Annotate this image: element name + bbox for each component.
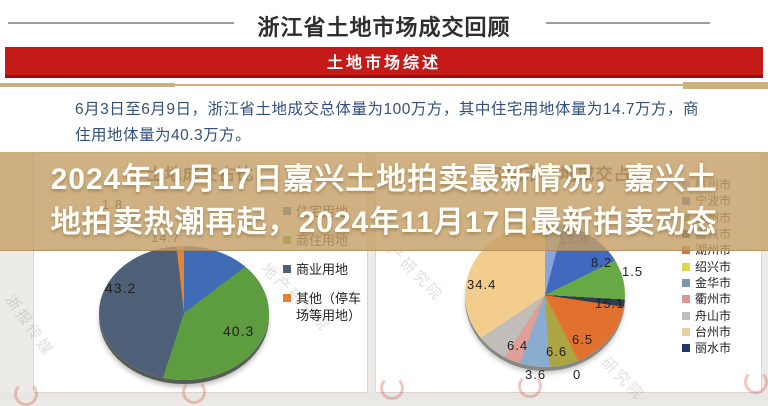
watermark-logo-icon xyxy=(744,370,768,394)
watermark-logo-icon xyxy=(380,376,404,400)
legend-label: 丽水市 xyxy=(695,341,732,356)
gold-divider xyxy=(0,84,768,86)
legend-label: 台州市 xyxy=(695,324,732,339)
pie-value-label: 0 xyxy=(573,367,582,382)
gold-divider-left-cap xyxy=(0,83,175,87)
watermark-logo-icon xyxy=(518,374,542,398)
section-banner: 土地市场综述 xyxy=(5,47,763,78)
legend-swatch-icon xyxy=(283,294,291,302)
legend-swatch-icon xyxy=(682,344,690,353)
title-dash-right xyxy=(546,22,710,24)
caption-overlay: 2024年11月17日嘉兴土地拍卖最新情况，嘉兴土 地拍卖热潮再起，2024年1… xyxy=(0,152,768,251)
legend-item: 绍兴市 xyxy=(682,258,760,274)
legend-label: 金华市 xyxy=(695,275,732,290)
summary-paragraph: 6月3日至6月9日，浙江省土地成交总体量为100万方，其中住宅用地体量为14.7… xyxy=(75,101,700,144)
pie-value-label: 1.5 xyxy=(622,264,644,279)
header-section: 浙江省土地市场成交回顾 土地市场综述 6月3日至6月9日，浙江省土地成交总体量为… xyxy=(0,0,768,152)
title-dash-left xyxy=(8,22,234,24)
legend-item: 衢州市 xyxy=(682,291,760,307)
legend-swatch-icon xyxy=(682,262,690,271)
legend-swatch-icon xyxy=(283,265,291,273)
legend-label: 其他（停车场等用地） xyxy=(296,291,362,323)
pie-value-label: 43.2 xyxy=(105,280,137,296)
title-row: 浙江省土地市场成交回顾 xyxy=(0,10,768,40)
legend-item: 其他（停车场等用地） xyxy=(283,290,367,324)
pie-value-label: 34.4 xyxy=(467,277,497,292)
pie-value-label: 15.1 xyxy=(595,296,625,311)
legend-label: 商业用地 xyxy=(296,262,349,277)
pie-chart-land-type xyxy=(99,246,269,380)
page-title: 浙江省土地市场成交回顾 xyxy=(257,15,511,40)
caption-line-1: 2024年11月17日嘉兴土地拍卖最新情况，嘉兴土 xyxy=(50,163,718,196)
pie-value-label: 8.2 xyxy=(591,255,613,270)
legend-label: 舟山市 xyxy=(695,308,732,323)
pie-value-label: 40.3 xyxy=(223,323,255,339)
legend-swatch-icon xyxy=(682,278,690,287)
legend-swatch-icon xyxy=(682,327,690,336)
legend-label: 衢州市 xyxy=(695,292,732,307)
legend-item: 丽水市 xyxy=(682,340,760,356)
pie-value-label: 6.5 xyxy=(572,332,594,347)
watermark-logo-icon xyxy=(14,382,38,406)
caption-line-2: 地拍卖热潮再起，2024年11月17日最新拍卖动态 xyxy=(50,206,718,239)
legend-item: 金华市 xyxy=(682,275,760,291)
section-banner-label: 土地市场综述 xyxy=(326,55,441,72)
legend-swatch-icon xyxy=(682,295,690,304)
pie-value-label: 6.4 xyxy=(507,338,529,353)
pie-value-label: 6.6 xyxy=(546,344,568,359)
legend-item: 商业用地 xyxy=(283,261,367,278)
gold-divider-right-cap xyxy=(683,82,768,89)
legend-label: 绍兴市 xyxy=(695,259,732,274)
legend-swatch-icon xyxy=(682,311,690,320)
legend-item: 台州市 xyxy=(682,324,760,340)
legend-item: 舟山市 xyxy=(682,307,760,323)
watermark-logo-icon xyxy=(182,380,206,404)
